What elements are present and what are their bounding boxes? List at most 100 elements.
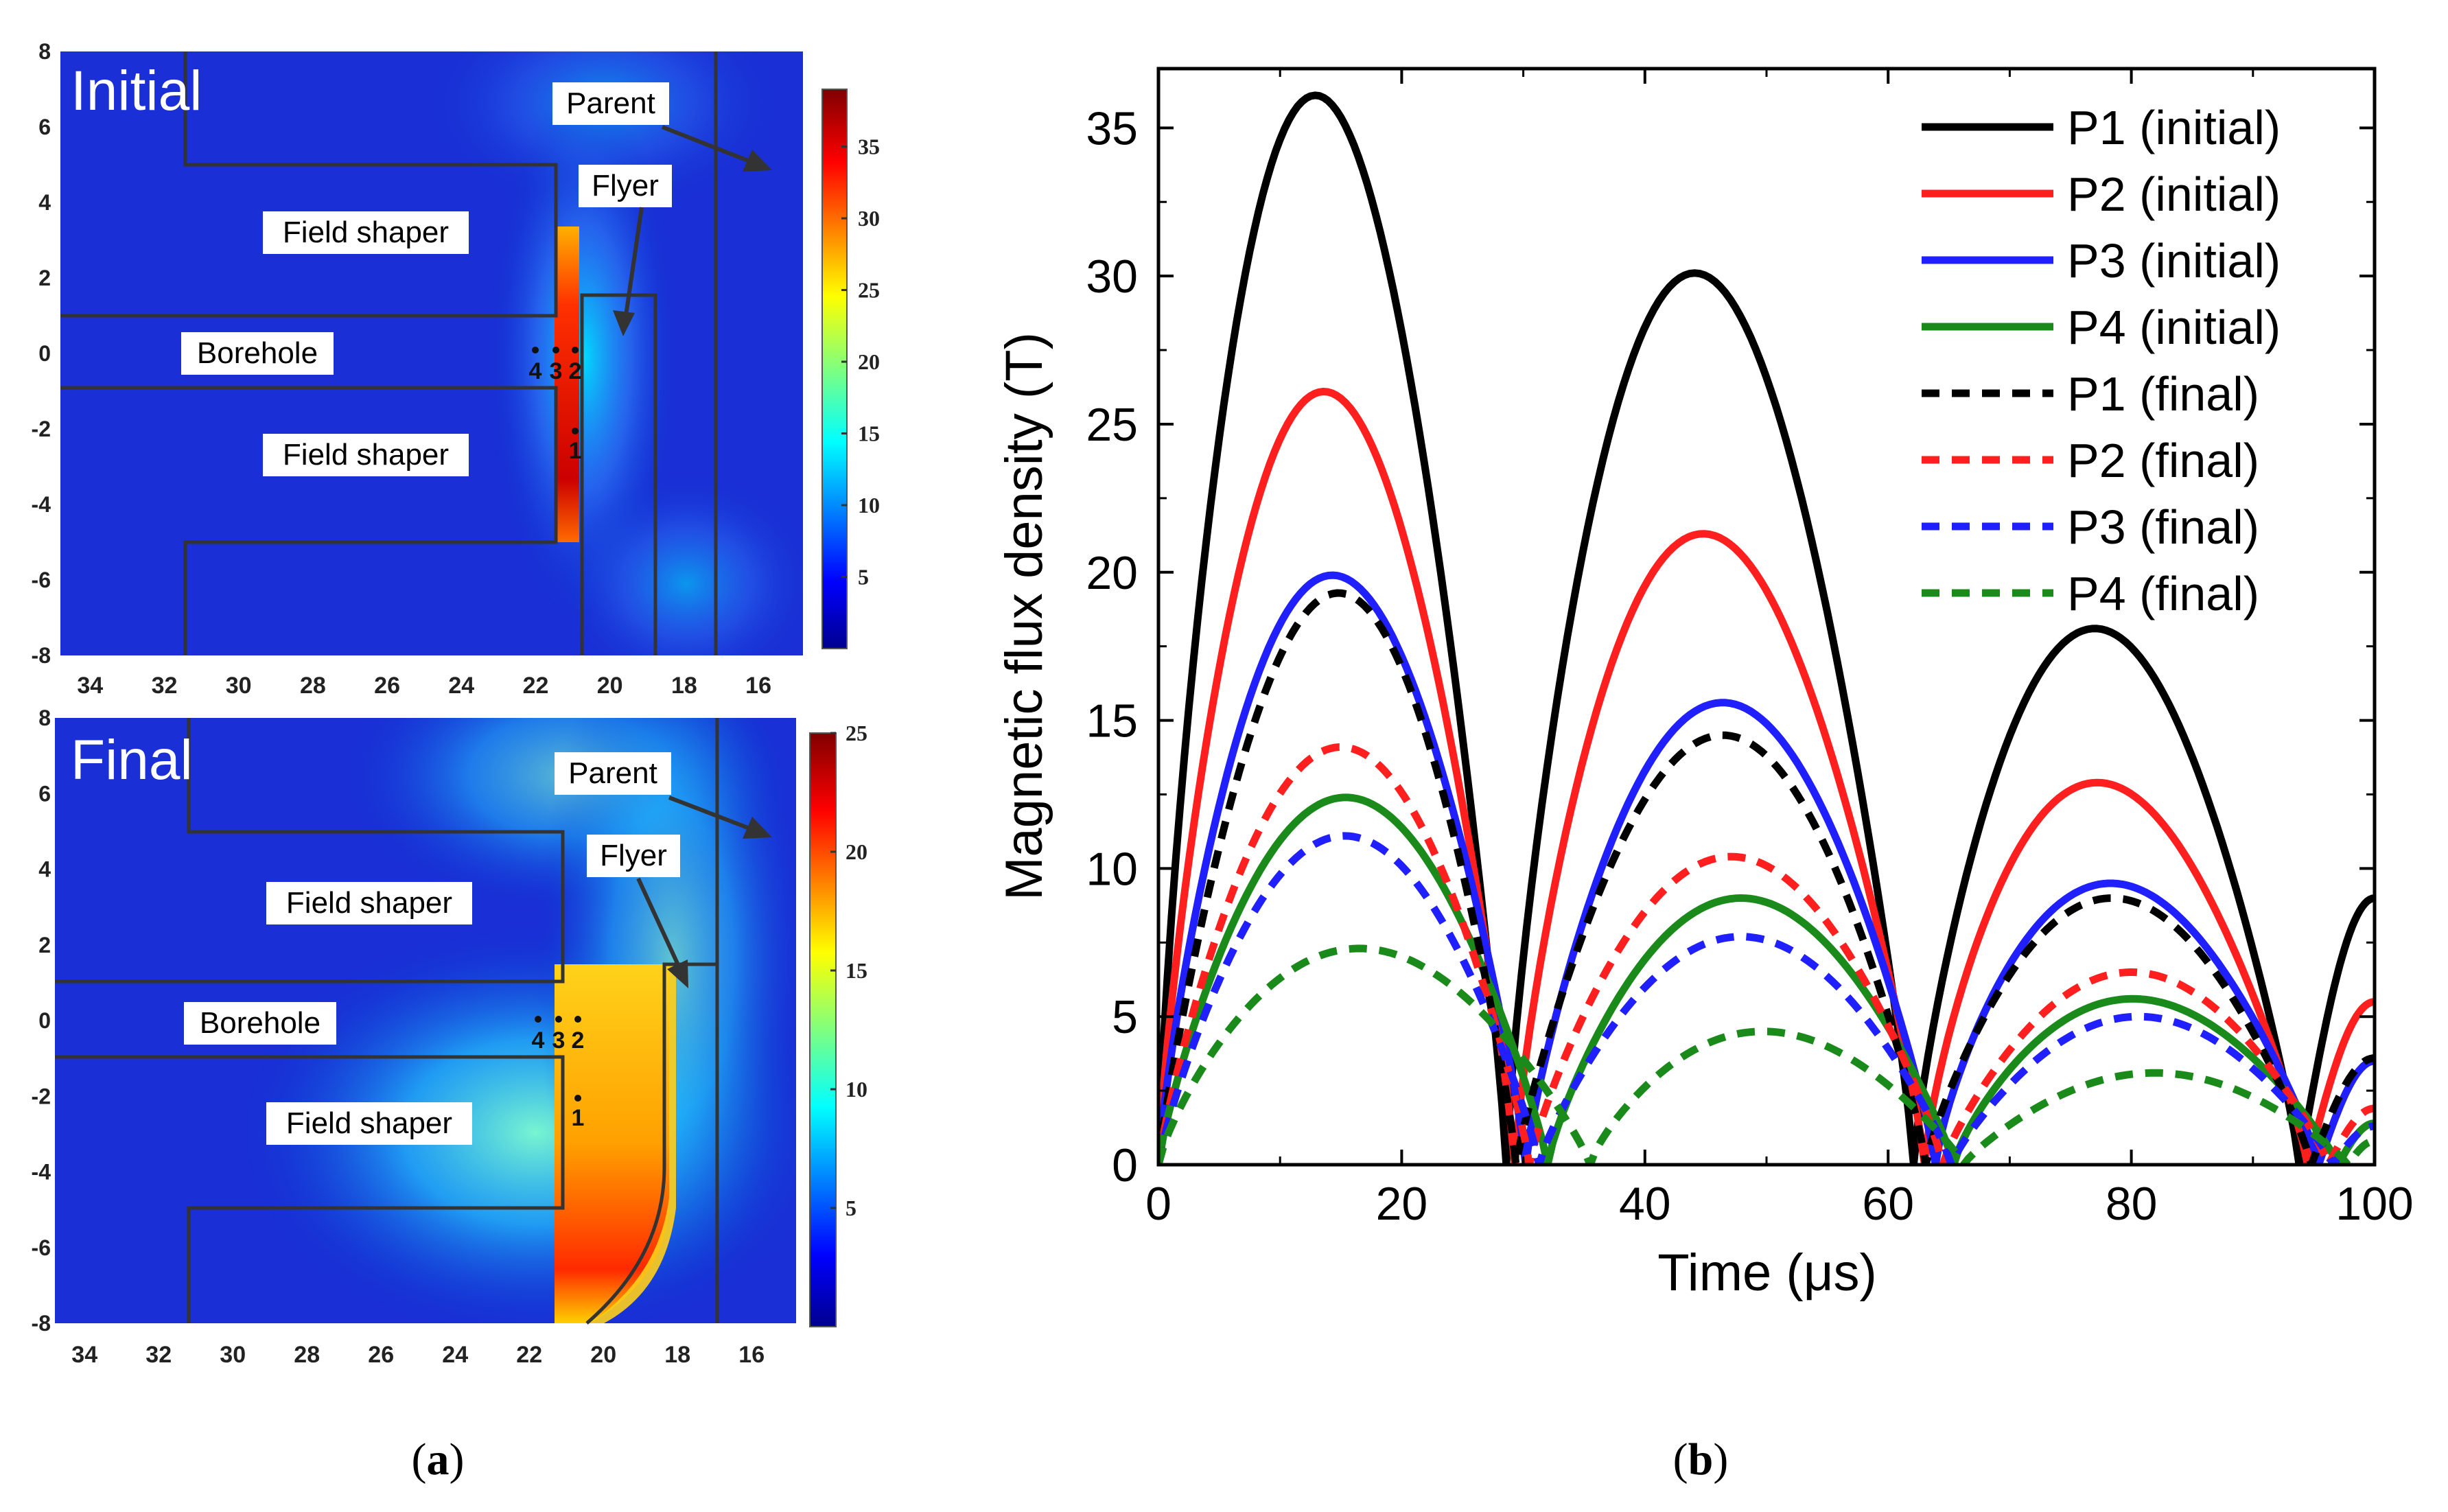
x-tick-label: 30 bbox=[220, 1342, 246, 1368]
x-tick-label: 16 bbox=[745, 673, 771, 699]
x-tick-label: 26 bbox=[374, 673, 400, 699]
arrow-head bbox=[667, 959, 688, 988]
y-tick-label: -4 bbox=[32, 1160, 51, 1185]
series-line-8 bbox=[1158, 944, 2375, 1165]
x-tick-labels: 34 32 30 28 26 24 22 20 18 16 bbox=[71, 1342, 765, 1368]
x-axis-label: Time (μs) bbox=[1657, 1244, 1877, 1302]
colorbar-tick-label: 15 bbox=[846, 958, 867, 983]
x-tick-label: 0 bbox=[1145, 1178, 1171, 1230]
colorbar-tick-label: 5 bbox=[846, 1196, 856, 1220]
label-box bbox=[552, 82, 669, 125]
colorbar-tick-label: 25 bbox=[846, 721, 867, 745]
line-chart: 0 5 10 15 20 25 30 35 0 20 40 60 80 100 Time (μs) Ma… bbox=[995, 67, 2414, 1302]
colorbar-strip bbox=[821, 89, 848, 649]
y-tick-label: 2 bbox=[38, 933, 51, 957]
y-tick-label: 0 bbox=[38, 341, 51, 366]
y-tick-label: -2 bbox=[32, 1084, 51, 1108]
x-tick-label: 30 bbox=[226, 673, 252, 699]
legend-label: P4 (initial) bbox=[2067, 301, 2281, 354]
series-line-7 bbox=[1158, 832, 2375, 1165]
series-line-2 bbox=[1158, 388, 2375, 1165]
field-shaper-bottom-outline bbox=[55, 1055, 565, 1323]
map-title: Final bbox=[71, 729, 193, 791]
y-tick-label: 0 bbox=[1112, 1139, 1138, 1191]
series-line-5 bbox=[1158, 589, 2375, 1165]
y-tick-label: 6 bbox=[38, 115, 51, 139]
probe-dot bbox=[555, 1016, 562, 1023]
x-tick-label: 80 bbox=[2106, 1178, 2158, 1230]
caption-a: (a) bbox=[412, 1434, 465, 1485]
field-map-final: Final Parent Flyer Field shaper Borehole… bbox=[32, 706, 867, 1368]
x-tick-label: 100 bbox=[2335, 1178, 2413, 1230]
probe-dot bbox=[535, 1016, 541, 1023]
label-box bbox=[181, 332, 334, 375]
borehole-label: Borehole bbox=[200, 1006, 320, 1040]
colorbar-strip bbox=[809, 732, 837, 1327]
flyer-outline bbox=[580, 293, 657, 655]
y-tick-labels: 8 6 4 2 0 -2 -4 -6 -8 bbox=[32, 706, 51, 1336]
y-tick-label: 4 bbox=[38, 857, 51, 882]
x-tick-label: 40 bbox=[1619, 1178, 1671, 1230]
map-title: Initial bbox=[71, 60, 202, 122]
caption-a-letter: a bbox=[427, 1434, 450, 1485]
label-box bbox=[266, 1102, 472, 1145]
field-map-initial: Initial Parent Flyer Field shaper Boreho… bbox=[32, 39, 880, 699]
y-tick-label: 15 bbox=[1086, 695, 1138, 747]
pointer-arrows bbox=[613, 125, 772, 336]
legend: P1 (initial) P2 (initial) P3 (initial) P4 (… bbox=[1922, 101, 2281, 620]
x-tick-label: 24 bbox=[448, 673, 474, 699]
colorbar-tick-label: 35 bbox=[858, 135, 880, 159]
y-tick-label: 8 bbox=[38, 706, 51, 730]
legend-label: P1 (final) bbox=[2067, 367, 2259, 421]
field-shaper-bottom-label: Field shaper bbox=[286, 1106, 452, 1140]
y-tick-label: 10 bbox=[1086, 843, 1138, 895]
y-tick-label: -4 bbox=[32, 492, 51, 517]
series-line-6 bbox=[1158, 743, 2375, 1165]
parent-label: Parent bbox=[566, 86, 655, 120]
legend-label: P1 (initial) bbox=[2067, 101, 2281, 154]
colorbar-tick-label: 5 bbox=[858, 565, 869, 590]
label-box bbox=[587, 835, 680, 877]
x-tick-label: 28 bbox=[300, 673, 326, 699]
caption-b: (b) bbox=[1673, 1434, 1729, 1485]
flyer-arrow bbox=[624, 207, 644, 316]
probe-dot bbox=[574, 1016, 581, 1023]
legend-label: P2 (initial) bbox=[2067, 167, 2281, 221]
colorbar-tick-label: 20 bbox=[858, 349, 880, 374]
label-box bbox=[266, 882, 472, 924]
parent-arrow bbox=[668, 795, 756, 833]
probe-label-2: 2 bbox=[569, 358, 582, 384]
y-tick-label: -2 bbox=[32, 417, 51, 441]
y-tick-label: -8 bbox=[32, 643, 51, 668]
y-axis: 0 5 10 15 20 25 30 35 bbox=[1086, 102, 2375, 1191]
borehole-label: Borehole bbox=[197, 336, 318, 370]
field-shaper-top-label: Field shaper bbox=[283, 216, 449, 249]
flyer-label: Flyer bbox=[592, 169, 659, 202]
label-box bbox=[263, 211, 469, 254]
colorbar: 5 10 15 20 25 30 35 bbox=[821, 89, 880, 649]
y-tick-label: 25 bbox=[1086, 399, 1138, 451]
probe-dot bbox=[572, 428, 579, 434]
geometry-outline bbox=[60, 51, 718, 655]
colorbar-tick-label: 10 bbox=[846, 1077, 867, 1102]
legend-label: P3 (final) bbox=[2067, 500, 2259, 554]
x-tick-label: 34 bbox=[71, 1342, 97, 1368]
field-shaper-top-label: Field shaper bbox=[286, 886, 452, 920]
colorbar-tick-label: 10 bbox=[858, 493, 880, 517]
gap-field bbox=[555, 226, 579, 542]
x-tick-label: 26 bbox=[368, 1342, 394, 1368]
y-tick-label: -8 bbox=[32, 1311, 51, 1336]
colorbar: 5 10 15 20 25 bbox=[809, 721, 867, 1327]
x-tick-label: 18 bbox=[671, 673, 697, 699]
y-tick-label: 4 bbox=[38, 190, 51, 215]
flyer-label: Flyer bbox=[600, 839, 667, 872]
y-tick-label: 8 bbox=[38, 39, 51, 64]
probe-dot bbox=[574, 1095, 581, 1102]
y-tick-label: -6 bbox=[32, 1235, 51, 1260]
legend-label: P4 (final) bbox=[2067, 567, 2259, 620]
flyer-outline bbox=[585, 962, 717, 1325]
probe-label-2: 2 bbox=[572, 1027, 585, 1054]
colorbar-tick-label: 20 bbox=[846, 839, 867, 864]
x-tick-label: 28 bbox=[294, 1342, 320, 1368]
